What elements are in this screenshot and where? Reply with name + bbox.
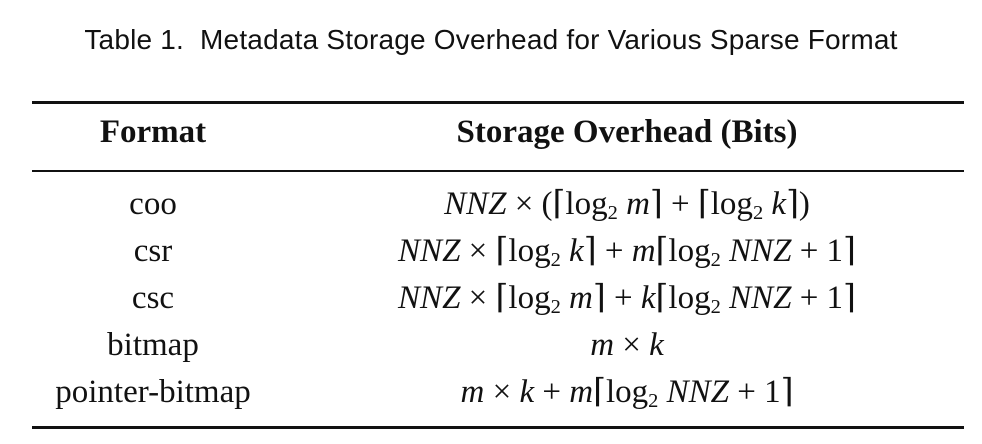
table-row: bitmap m × k	[32, 322, 964, 369]
column-header-format: Format	[99, 114, 207, 150]
table-top-rule	[32, 101, 964, 104]
storage-overhead-cell: m × k	[590, 327, 664, 363]
table-caption-label: Table 1.	[84, 24, 185, 55]
storage-overhead-cell: NNZ × ⌈log2 k⌉ + m⌈log2 NNZ + 1⌉	[398, 233, 856, 272]
table-caption: Table 1. Metadata Storage Overhead for Va…	[0, 24, 982, 56]
format-cell: csr	[133, 233, 173, 269]
table-row: pointer-bitmap m × k + m⌈log2 NNZ + 1⌉	[32, 369, 964, 416]
format-cell: csc	[131, 280, 175, 316]
storage-overhead-cell: NNZ × (⌈log2 m⌉ + ⌈log2 k⌉)	[444, 186, 810, 225]
table-row: csc NNZ × ⌈log2 m⌉ + k⌈log2 NNZ + 1⌉	[32, 275, 964, 322]
table-row: coo NNZ × (⌈log2 m⌉ + ⌈log2 k⌉)	[32, 181, 964, 228]
table-row: csr NNZ × ⌈log2 k⌉ + m⌈log2 NNZ + 1⌉	[32, 228, 964, 275]
storage-overhead-cell: m × k + m⌈log2 NNZ + 1⌉	[460, 374, 794, 413]
format-cell: bitmap	[107, 327, 199, 363]
format-cell: coo	[129, 186, 177, 222]
storage-overhead-cell: NNZ × ⌈log2 m⌉ + k⌈log2 NNZ + 1⌉	[398, 280, 856, 319]
table-header-rule	[32, 170, 964, 172]
format-cell: pointer-bitmap	[55, 374, 251, 410]
table-bottom-rule	[32, 426, 964, 429]
column-header-storage-overhead: Storage Overhead (Bits)	[456, 114, 798, 150]
table-caption-title: Metadata Storage Overhead for Various Sp…	[200, 24, 898, 55]
